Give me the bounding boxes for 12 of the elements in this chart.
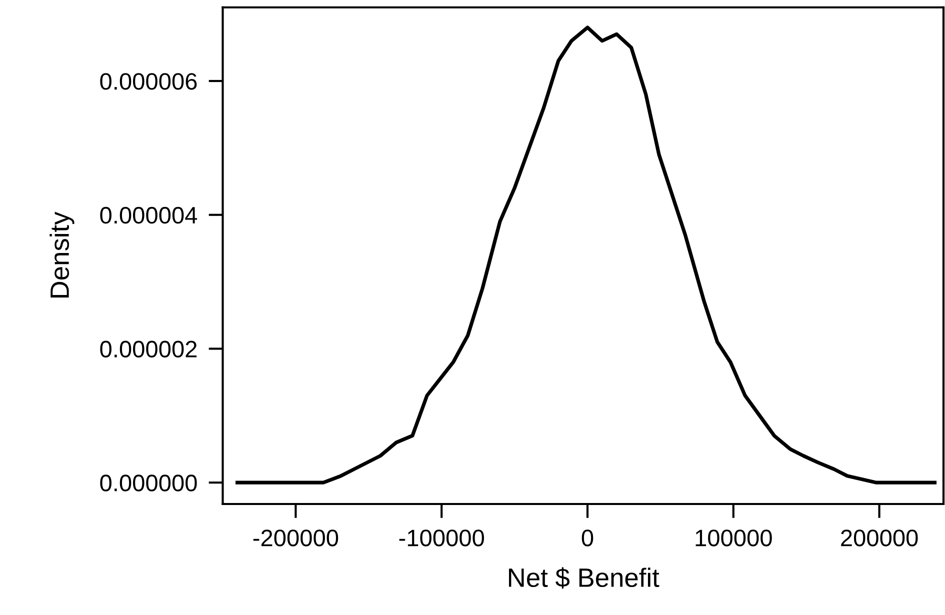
x-axis-title: Net $ Benefit bbox=[509, 567, 660, 589]
y-tick-label: 0.000006 bbox=[100, 73, 197, 90]
x-tick-label: 200000 bbox=[841, 530, 918, 546]
y-axis-title: Density bbox=[50, 212, 74, 298]
y-tick-label: 0.000000 bbox=[100, 474, 197, 492]
y-tick-label: 0.000002 bbox=[100, 340, 197, 358]
x-tick-label: 100000 bbox=[696, 530, 772, 546]
line-series bbox=[236, 26, 937, 484]
y-tick-label: 0.000004 bbox=[100, 206, 198, 224]
x-tick-label: 0 bbox=[582, 530, 594, 546]
x-tick-label: -200000 bbox=[253, 530, 338, 546]
x-tick-label: -100000 bbox=[399, 530, 484, 546]
